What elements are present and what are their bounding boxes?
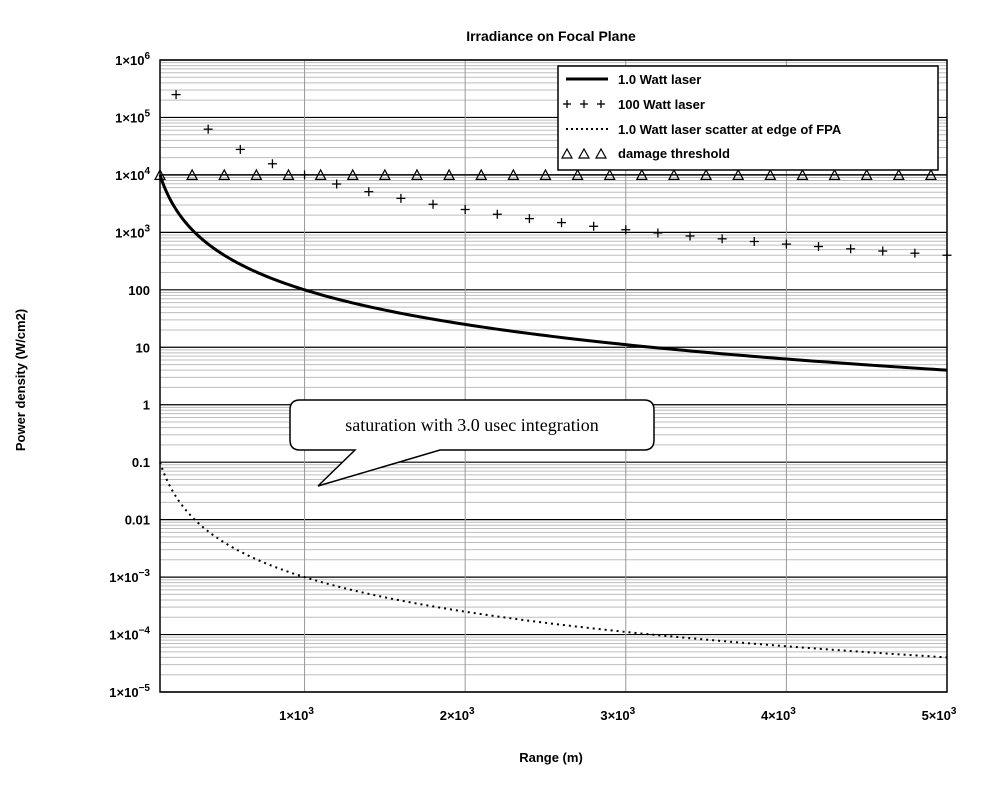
legend-swatch-threshold: [560, 147, 608, 159]
plot-area: [159, 59, 948, 693]
grid: [160, 59, 947, 693]
data-point-100w: [653, 228, 663, 238]
data-point-100w: [492, 209, 502, 219]
y-tick-label: 0.01: [125, 513, 150, 528]
data-point-100w: [267, 159, 277, 169]
data-point-threshold: [314, 168, 327, 181]
y-tick-label: 1×10−4: [109, 626, 150, 643]
legend-label-100w: 100 Watt laser: [618, 97, 705, 112]
data-point-100w: [685, 231, 695, 241]
data-point-100w: [364, 187, 374, 197]
y-tick-label: 1×103: [115, 223, 150, 240]
y-tick-label: 1: [143, 398, 150, 413]
data-point-100w: [814, 242, 824, 252]
legend: 1.0 Watt laser 100 Watt laser 1.0 Watt l…: [557, 65, 939, 171]
data-point-100w: [910, 248, 920, 258]
data-point-threshold: [186, 168, 199, 181]
data-point-threshold: [539, 168, 552, 181]
y-tick-label: 1×104: [115, 166, 150, 183]
data-point-threshold: [346, 168, 359, 181]
data-point-threshold: [250, 168, 263, 181]
data-point-threshold: [924, 168, 937, 181]
data-point-threshold: [667, 168, 680, 181]
legend-label-1w: 1.0 Watt laser: [618, 72, 701, 87]
data-point-threshold: [764, 168, 777, 181]
data-point-threshold: [282, 168, 295, 181]
series-layer: [154, 90, 952, 659]
data-point-100w: [878, 246, 888, 256]
data-point-threshold: [635, 168, 648, 181]
data-point-100w: [781, 239, 791, 249]
data-point-threshold: [475, 168, 488, 181]
data-point-threshold: [507, 168, 520, 181]
x-tick-label: 4×103: [761, 706, 796, 723]
saturation-callout: saturation with 3.0 usec integration: [289, 399, 655, 487]
data-point-100w: [332, 179, 342, 189]
data-point-threshold: [218, 168, 231, 181]
data-point-100w: [235, 144, 245, 154]
y-tick-label: 1×10−3: [109, 568, 150, 585]
data-point-100w: [749, 237, 759, 247]
data-point-threshold: [571, 168, 584, 181]
data-point-100w: [621, 225, 631, 235]
legend-label-scatter: 1.0 Watt laser scatter at edge of FPA: [618, 122, 842, 137]
data-point-threshold: [796, 168, 809, 181]
data-point-100w: [942, 250, 952, 260]
data-point-threshold: [603, 168, 616, 181]
x-tick-labels: 1×103 2×103 3×103 4×103 5×103: [279, 706, 957, 723]
y-tick-label: 1×10−5: [109, 683, 150, 700]
legend-box: [557, 65, 939, 171]
legend-swatch-100w: [563, 100, 605, 108]
x-axis-label: Range (m): [519, 750, 583, 765]
legend-label-threshold: damage threshold: [618, 146, 730, 161]
data-point-100w: [171, 90, 181, 100]
data-point-100w: [460, 205, 470, 215]
data-point-100w: [589, 221, 599, 231]
x-tick-label: 3×103: [600, 706, 635, 723]
data-point-threshold: [828, 168, 841, 181]
callout-text: saturation with 3.0 usec integration: [345, 415, 598, 435]
chart-title: Irradiance on Focal Plane: [466, 28, 636, 44]
data-point-threshold: [154, 168, 166, 181]
y-tick-label: 0.1: [132, 455, 150, 470]
data-point-100w: [396, 193, 406, 203]
data-point-threshold: [443, 168, 456, 181]
y-axis-label: Power density (W/cm2): [13, 309, 28, 451]
data-point-threshold: [700, 168, 713, 181]
data-point-100w: [846, 244, 856, 254]
y-tick-label: 10: [136, 340, 150, 355]
x-tick-label: 5×103: [922, 706, 957, 723]
y-tick-label: 1×106: [115, 51, 150, 68]
x-tick-label: 1×103: [279, 706, 314, 723]
data-point-threshold: [860, 168, 873, 181]
y-tick-labels: 1×106 1×105 1×104 1×103 100 10 1 0.1 0.01 1×10−3 1…: [109, 51, 150, 700]
data-point-100w: [428, 199, 438, 209]
data-point-threshold: [378, 168, 391, 181]
data-point-threshold: [732, 168, 745, 181]
data-point-100w: [524, 214, 534, 224]
data-point-100w: [557, 218, 567, 228]
y-tick-label: 1×105: [115, 108, 150, 125]
data-point-threshold: [410, 168, 423, 181]
data-point-100w: [203, 124, 213, 134]
callout-bubble: [289, 399, 655, 487]
data-point-100w: [717, 234, 727, 244]
x-tick-label: 2×103: [440, 706, 475, 723]
series-line-scatter: [159, 461, 948, 659]
data-point-threshold: [892, 168, 905, 181]
y-tick-label: 100: [128, 283, 150, 298]
